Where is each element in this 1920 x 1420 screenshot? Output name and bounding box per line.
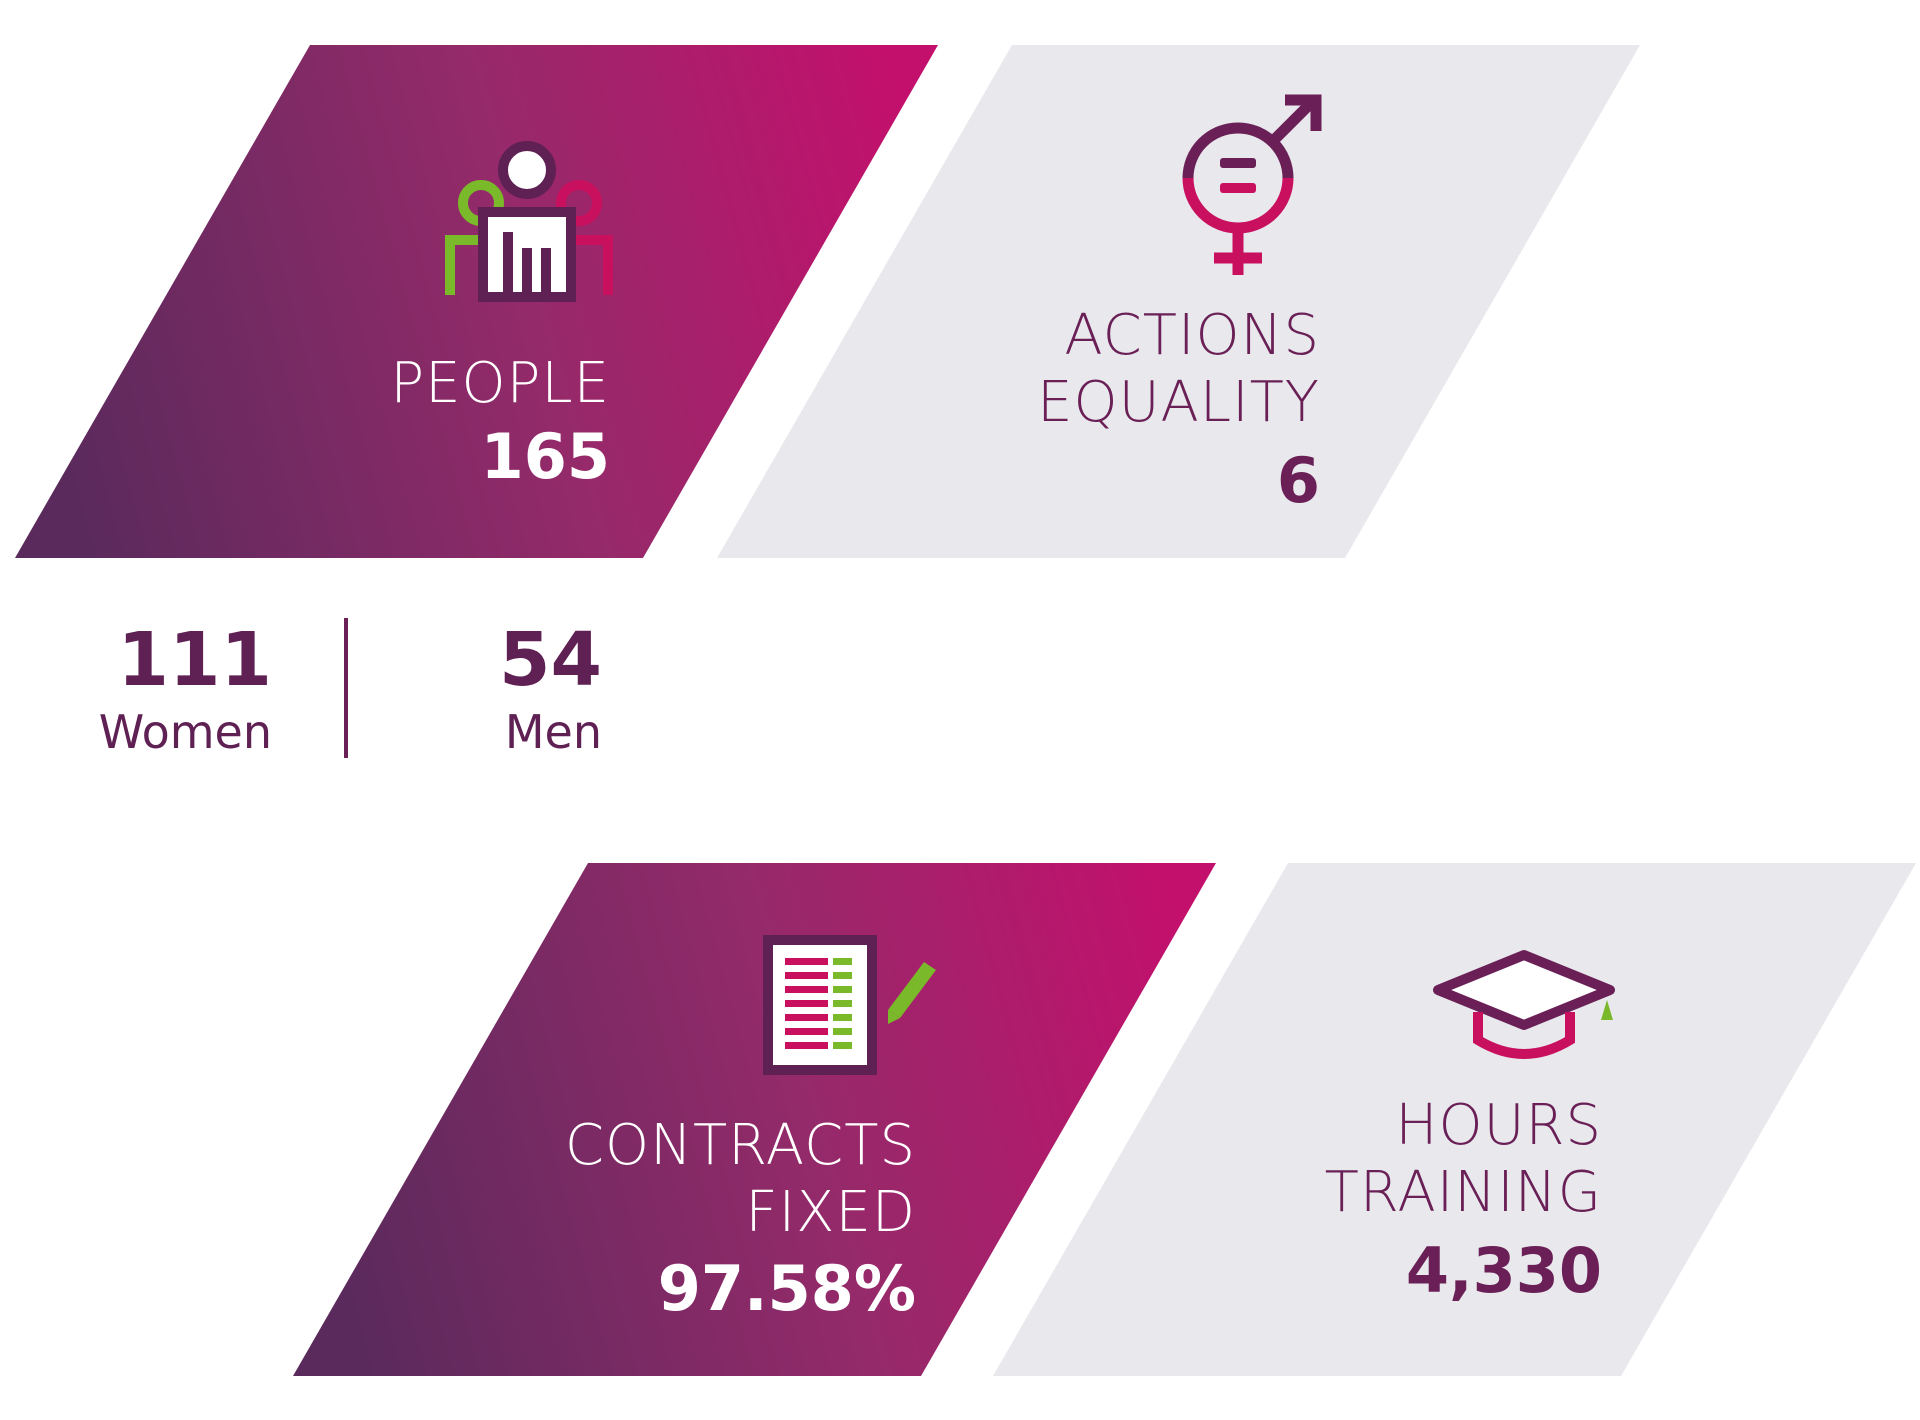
men-label: Men <box>504 705 602 759</box>
people-label: PEOPLE <box>390 351 610 416</box>
gender-equality-icon <box>1182 94 1322 275</box>
people-value: 165 <box>480 420 610 493</box>
equality-label-line1: ACTIONS <box>1064 303 1320 368</box>
contracts-label-line2: FIXED <box>745 1180 916 1245</box>
training-panel <box>993 863 1916 1376</box>
contracts-panel <box>293 863 1216 1376</box>
women-label: Women <box>98 705 272 759</box>
training-label-line2: TRAINING <box>1324 1160 1602 1225</box>
equality-value: 6 <box>1276 444 1320 517</box>
men-count: 54 <box>499 617 602 703</box>
people-panel <box>15 45 938 558</box>
stat-divider <box>344 618 348 758</box>
women-count: 111 <box>117 617 272 703</box>
contracts-value: 97.58% <box>657 1252 916 1325</box>
people-group-icon <box>445 141 613 302</box>
equality-panel <box>717 45 1640 558</box>
contract-document-icon <box>763 935 936 1075</box>
training-value: 4,330 <box>1405 1234 1602 1307</box>
contracts-label-line1: CONTRACTS <box>564 1113 916 1178</box>
equality-label-line2: EQUALITY <box>1037 370 1320 435</box>
graduation-cap-icon <box>1433 950 1615 1059</box>
training-label-line1: HOURS <box>1395 1093 1602 1158</box>
